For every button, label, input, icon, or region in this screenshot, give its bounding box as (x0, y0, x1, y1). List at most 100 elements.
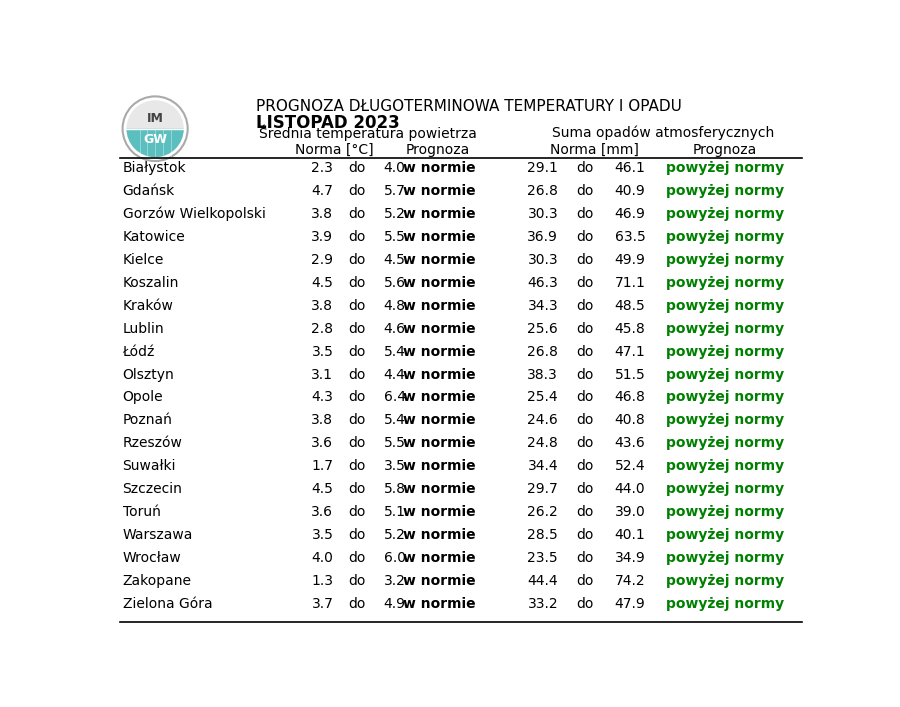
Text: 2.8: 2.8 (311, 322, 333, 336)
Text: 3.8: 3.8 (311, 298, 333, 312)
Text: do: do (577, 597, 594, 611)
Text: do: do (577, 344, 594, 358)
Text: w normie: w normie (403, 436, 476, 450)
Text: w normie: w normie (403, 368, 476, 382)
Text: 5.7: 5.7 (383, 184, 406, 198)
Text: Średnia temperatura powietrza: Średnia temperatura powietrza (259, 124, 477, 141)
Text: do: do (348, 551, 365, 565)
Text: w normie: w normie (403, 253, 476, 267)
Text: do: do (348, 390, 365, 404)
Text: w normie: w normie (403, 230, 476, 244)
Text: 4.5: 4.5 (383, 253, 406, 267)
Text: Prognoza: Prognoza (406, 143, 470, 156)
Text: 4.4: 4.4 (383, 368, 406, 382)
Text: PROGNOZA DŁUGOTERMINOWA TEMPERATURY I OPADU: PROGNOZA DŁUGOTERMINOWA TEMPERATURY I OP… (256, 99, 682, 114)
Text: 39.0: 39.0 (615, 506, 645, 519)
Text: 71.1: 71.1 (615, 276, 645, 290)
Text: do: do (348, 184, 365, 198)
Text: powyżej normy: powyżej normy (666, 414, 784, 428)
Text: 44.0: 44.0 (615, 482, 645, 496)
Text: 4.5: 4.5 (311, 482, 333, 496)
Text: 1.7: 1.7 (311, 460, 333, 473)
Text: do: do (577, 230, 594, 244)
Text: do: do (348, 276, 365, 290)
Text: powyżej normy: powyżej normy (666, 574, 784, 588)
Text: 4.5: 4.5 (311, 276, 333, 290)
Text: 34.9: 34.9 (615, 551, 645, 565)
Text: 23.5: 23.5 (527, 551, 558, 565)
Text: powyżej normy: powyżej normy (666, 390, 784, 404)
Circle shape (122, 96, 188, 161)
Text: Toruń: Toruń (122, 506, 160, 519)
Text: w normie: w normie (403, 414, 476, 428)
Text: 40.1: 40.1 (615, 528, 645, 542)
Text: Łódź: Łódź (122, 344, 155, 358)
Text: 29.7: 29.7 (527, 482, 558, 496)
Text: 3.1: 3.1 (311, 368, 333, 382)
Text: 34.3: 34.3 (527, 298, 558, 312)
Text: LISTOPAD 2023: LISTOPAD 2023 (256, 114, 400, 132)
Text: 40.9: 40.9 (615, 184, 645, 198)
Text: 30.3: 30.3 (527, 253, 558, 267)
Text: 1.3: 1.3 (311, 574, 333, 588)
Text: w normie: w normie (403, 344, 476, 358)
Text: Zakopane: Zakopane (122, 574, 192, 588)
Text: do: do (577, 161, 594, 175)
Text: do: do (348, 414, 365, 428)
Text: 5.5: 5.5 (383, 230, 406, 244)
Text: 4.0: 4.0 (383, 161, 406, 175)
Text: Prognoza: Prognoza (693, 143, 757, 156)
Text: do: do (577, 276, 594, 290)
Text: do: do (577, 322, 594, 336)
Text: Norma [°C]: Norma [°C] (294, 143, 374, 156)
Text: do: do (348, 506, 365, 519)
Text: Katowice: Katowice (122, 230, 185, 244)
Text: 46.9: 46.9 (615, 207, 645, 221)
Text: 25.4: 25.4 (527, 390, 558, 404)
Text: 30.3: 30.3 (527, 207, 558, 221)
Text: Gorzów Wielkopolski: Gorzów Wielkopolski (122, 206, 266, 221)
Text: do: do (348, 161, 365, 175)
Text: do: do (348, 230, 365, 244)
Text: 3.5: 3.5 (383, 460, 406, 473)
Text: 44.4: 44.4 (527, 574, 558, 588)
Text: powyżej normy: powyżej normy (666, 551, 784, 565)
Text: w normie: w normie (403, 161, 476, 175)
Text: Suma opadów atmosferycznych: Suma opadów atmosferycznych (552, 125, 774, 140)
Text: powyżej normy: powyżej normy (666, 436, 784, 450)
Text: 26.8: 26.8 (527, 184, 558, 198)
Text: do: do (348, 574, 365, 588)
Text: do: do (577, 253, 594, 267)
Text: w normie: w normie (403, 597, 476, 611)
Text: powyżej normy: powyżej normy (666, 368, 784, 382)
Text: powyżej normy: powyżej normy (666, 276, 784, 290)
Text: do: do (348, 298, 365, 312)
Text: w normie: w normie (403, 574, 476, 588)
Text: Białystok: Białystok (122, 161, 186, 175)
Text: 74.2: 74.2 (615, 574, 645, 588)
Text: w normie: w normie (403, 482, 476, 496)
Text: do: do (348, 528, 365, 542)
Text: do: do (577, 460, 594, 473)
Text: 5.8: 5.8 (383, 482, 406, 496)
Text: do: do (577, 436, 594, 450)
Text: w normie: w normie (403, 506, 476, 519)
Text: 3.5: 3.5 (311, 344, 333, 358)
Text: do: do (348, 482, 365, 496)
Text: 47.1: 47.1 (615, 344, 645, 358)
Text: 29.1: 29.1 (527, 161, 558, 175)
Text: 26.2: 26.2 (527, 506, 558, 519)
Text: powyżej normy: powyżej normy (666, 528, 784, 542)
Text: powyżej normy: powyżej normy (666, 482, 784, 496)
Text: 26.8: 26.8 (527, 344, 558, 358)
Text: Koszalin: Koszalin (122, 276, 179, 290)
Text: 3.8: 3.8 (311, 414, 333, 428)
Text: 40.8: 40.8 (615, 414, 645, 428)
Text: 5.4: 5.4 (383, 344, 406, 358)
Text: Suwałki: Suwałki (122, 460, 176, 473)
Text: 63.5: 63.5 (615, 230, 645, 244)
Text: Gdańsk: Gdańsk (122, 184, 175, 198)
Text: powyżej normy: powyżej normy (666, 460, 784, 473)
Text: 6.4: 6.4 (383, 390, 406, 404)
Text: 5.5: 5.5 (383, 436, 406, 450)
